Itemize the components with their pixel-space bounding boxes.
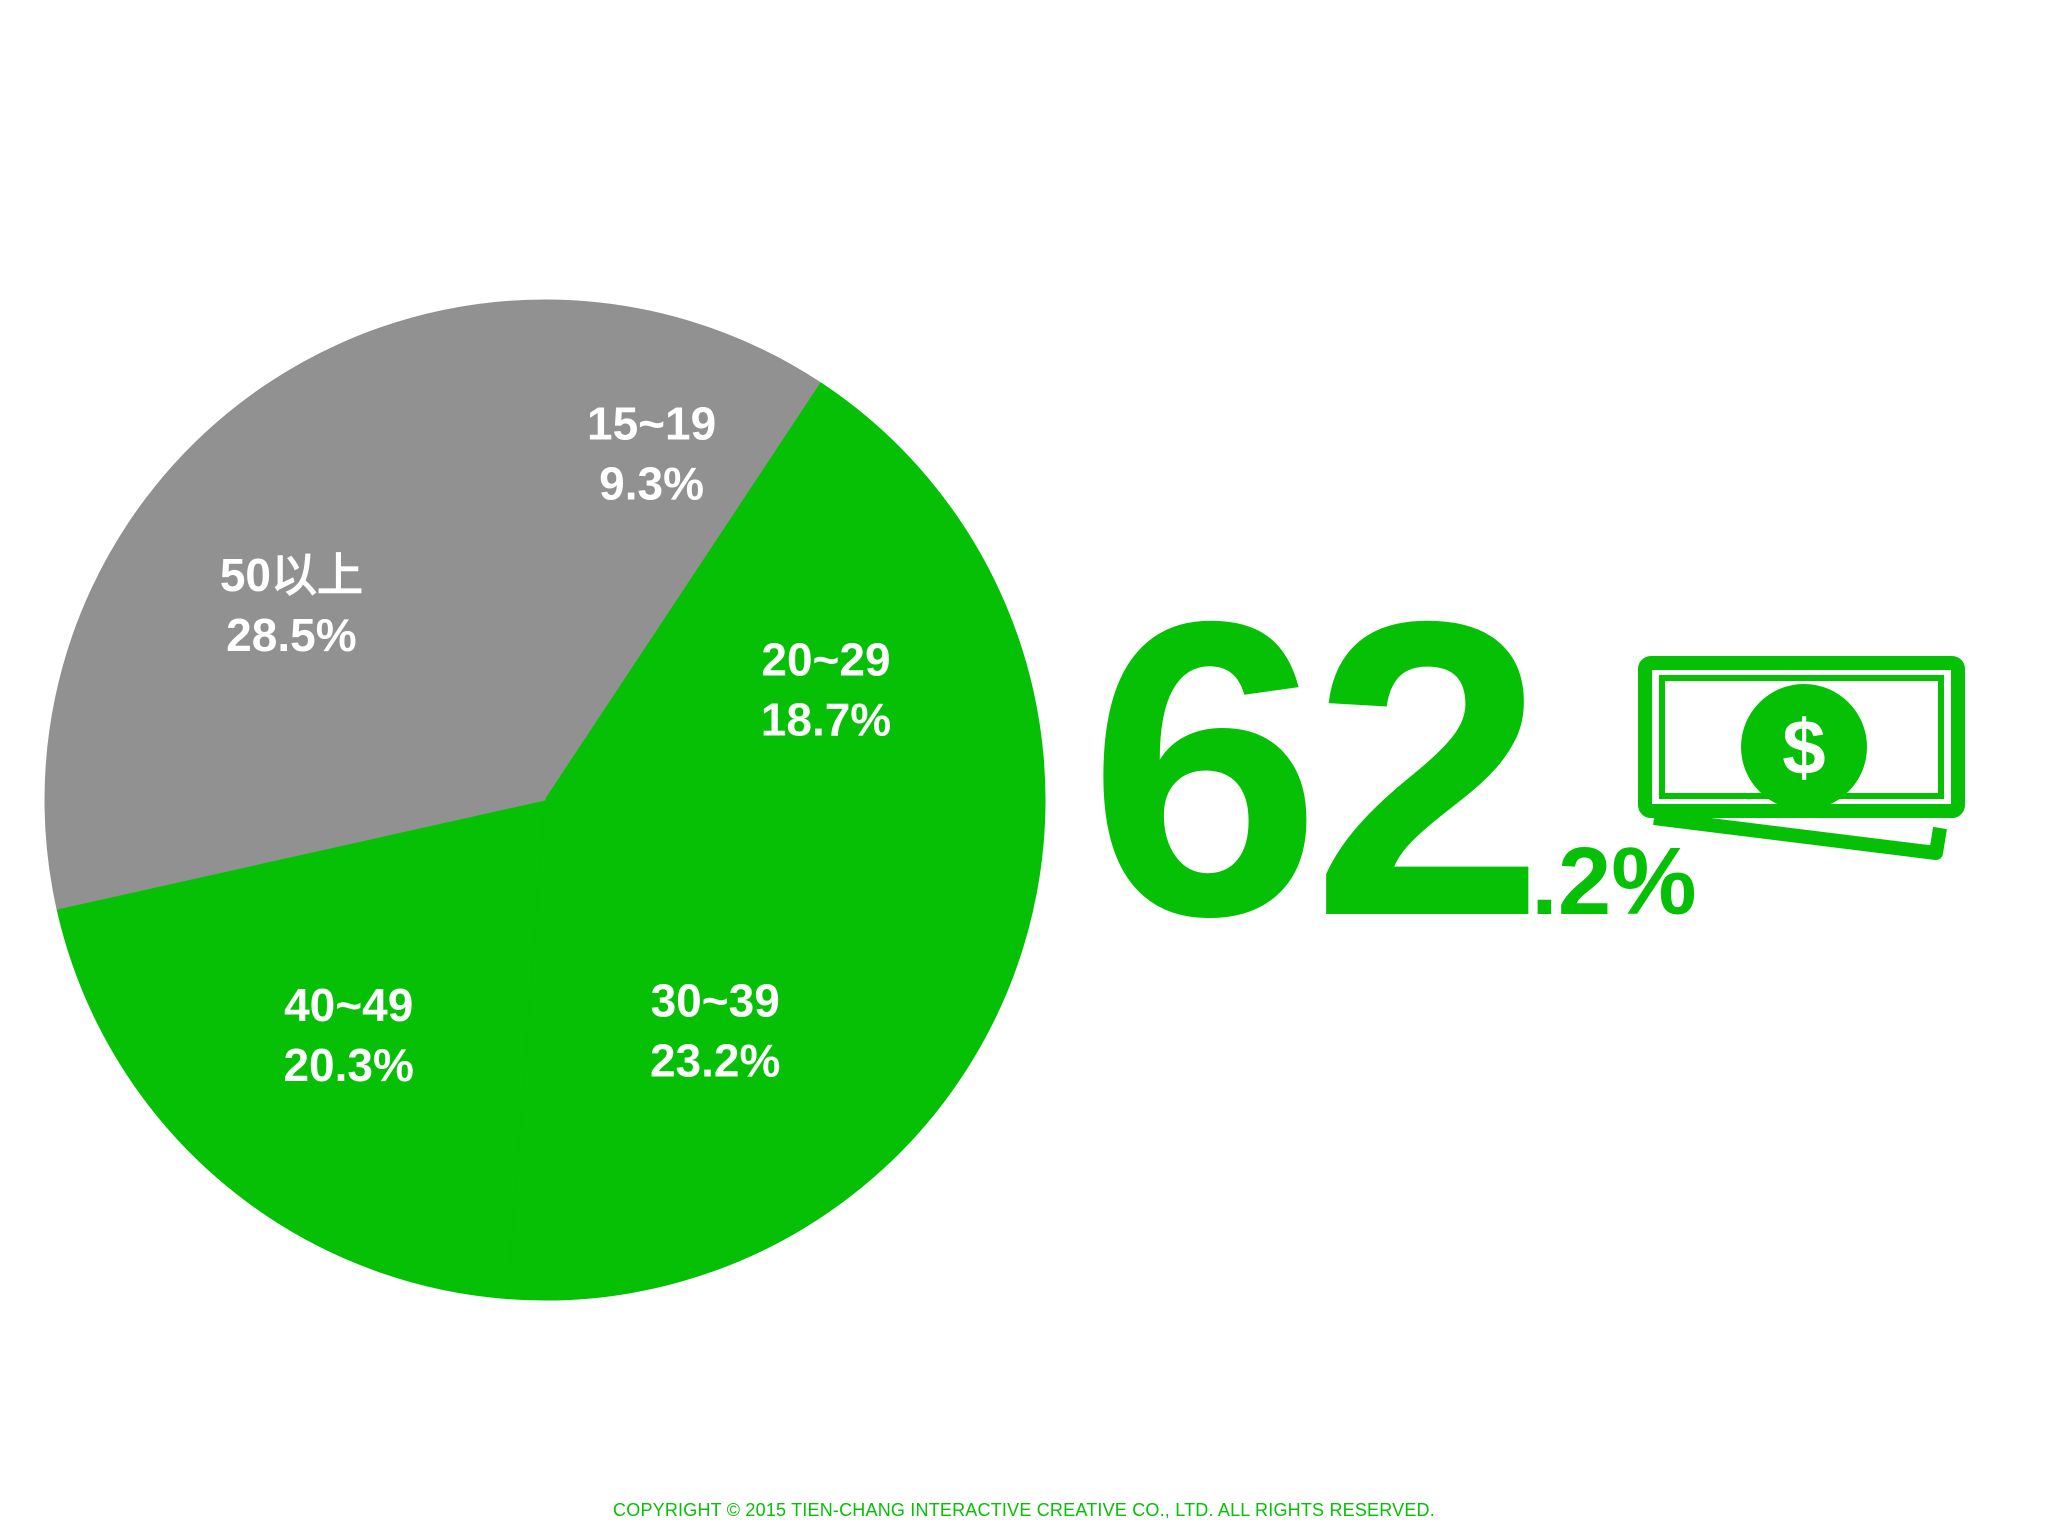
pie-slice-label: 50以上 28.5% xyxy=(220,549,363,661)
pie-slice-label: 20~29 18.7% xyxy=(761,634,891,746)
pie-slice-30~39 xyxy=(506,799,1037,1301)
pie-labels: 15~19 9.3% 20~29 18.7% 30~39 23.2% 40~49 20.3% 5… xyxy=(220,398,891,1091)
pie-slice-value: 18.7% xyxy=(761,694,891,746)
pie-slice-15~19 xyxy=(544,299,822,802)
highlight-percentage: 62 .2% xyxy=(1088,560,1697,980)
highlight-value-integer: 62 xyxy=(1088,535,1545,1004)
pie-slice-category: 50以上 xyxy=(220,549,363,601)
pie-slice-label: 30~39 23.2% xyxy=(650,974,780,1086)
pie-slice-value: 9.3% xyxy=(599,458,704,510)
money-bill-dollar-icon: $ xyxy=(1638,656,1965,860)
highlight-value-fraction: .2% xyxy=(1531,828,1697,935)
pie-slice-label: 15~19 9.3% xyxy=(587,398,716,510)
pie-slice-category: 20~29 xyxy=(761,634,890,686)
pie-slice-value: 23.2% xyxy=(650,1034,780,1086)
pie-slice-category: 40~49 xyxy=(284,979,413,1031)
copyright-footer: COPYRIGHT © 2015 TIEN-CHANG INTERACTIVE … xyxy=(613,1500,1435,1520)
pie-slice-label: 40~49 20.3% xyxy=(283,979,413,1091)
pie-slice-20~29 xyxy=(544,382,1046,895)
svg-text:$: $ xyxy=(1782,703,1825,791)
pie-slice-40~49 xyxy=(56,799,546,1300)
pie-slice-value: 28.5% xyxy=(226,609,356,661)
pie-slice-category: 30~39 xyxy=(651,974,780,1026)
pie-slice-50以上 xyxy=(44,299,546,910)
pie-slice-category: 15~19 xyxy=(587,398,716,450)
pie-slice-value: 20.3% xyxy=(283,1039,413,1091)
pie-slices xyxy=(44,299,1046,1301)
